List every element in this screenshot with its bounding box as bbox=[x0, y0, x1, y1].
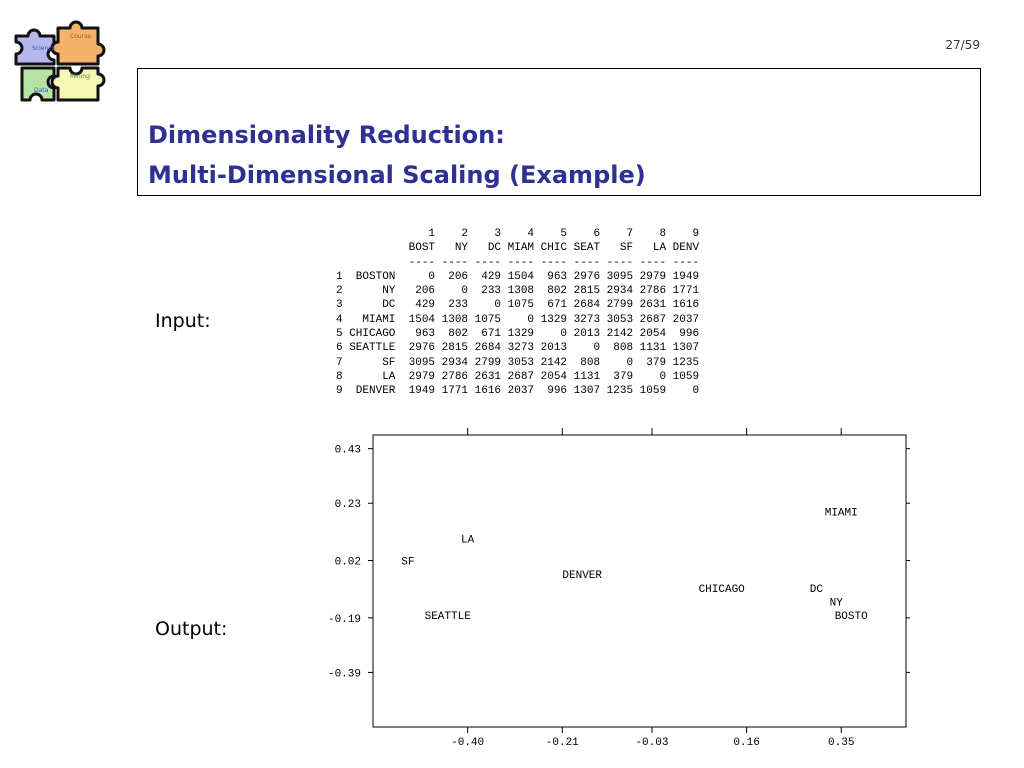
y-tick-label: -0.39 bbox=[328, 668, 361, 680]
y-tick-label: 0.23 bbox=[335, 499, 361, 511]
table-row: 9 DENVER 1949 1771 1616 2037 996 1307 12… bbox=[336, 385, 700, 398]
title-line-1: Dimensionality Reduction: bbox=[148, 121, 505, 149]
x-tick-label: -0.03 bbox=[635, 737, 668, 749]
x-tick-label: 0.16 bbox=[733, 737, 759, 749]
logo-label-science: Science bbox=[32, 45, 56, 52]
y-tick-label: 0.43 bbox=[335, 445, 361, 457]
point-label: SEATTLE bbox=[425, 611, 472, 623]
title-box: Dimensionality Reduction: Multi-Dimensio… bbox=[137, 68, 981, 196]
table-row: 2 NY 206 0 233 1308 802 2815 2934 2786 1… bbox=[336, 285, 700, 298]
puzzle-piece-course bbox=[50, 20, 106, 66]
table-row: 7 SF 3095 2934 2799 3053 2142 808 0 379 … bbox=[336, 356, 700, 369]
table-row: 3 DC 429 233 0 1075 671 2684 2799 2631 1… bbox=[336, 299, 700, 312]
point-label: MIAMI bbox=[825, 507, 858, 519]
y-tick-label: 0.02 bbox=[335, 557, 361, 569]
puzzle-piece-science bbox=[14, 28, 56, 66]
slide-title: Dimensionality Reduction: Multi-Dimensio… bbox=[148, 115, 646, 195]
table-separator: ---- ---- ---- ---- ---- ---- ---- ---- … bbox=[408, 256, 700, 269]
table-row: 1 BOSTON 0 206 429 1504 963 2976 3095 29… bbox=[336, 270, 700, 283]
point-label: BOSTO bbox=[835, 611, 868, 623]
page-number: 27/59 bbox=[945, 38, 980, 52]
x-tick-label: -0.21 bbox=[546, 737, 579, 749]
point-label: DENVER bbox=[562, 570, 602, 582]
title-line-2: Multi-Dimensional Scaling (Example) bbox=[148, 161, 646, 189]
table-row: 8 LA 2979 2786 2631 2687 2054 1131 379 0… bbox=[336, 370, 700, 383]
logo-label-course: Course bbox=[70, 33, 91, 40]
distance-table: 1 2 3 4 5 6 7 8 9 BOST NY DC MIAM CHIC S… bbox=[336, 227, 699, 399]
input-label: Input: bbox=[155, 310, 211, 332]
table-column-codes: BOST NY DC MIAM CHIC SEAT SF LA DENV bbox=[408, 242, 700, 255]
output-label: Output: bbox=[155, 618, 228, 640]
point-label: LA bbox=[461, 535, 475, 547]
table-column-numbers: 1 2 3 4 5 6 7 8 9 bbox=[428, 228, 700, 240]
point-label: DC bbox=[810, 584, 824, 596]
point-label: NY bbox=[830, 597, 844, 609]
x-tick-label: -0.40 bbox=[451, 737, 484, 749]
puzzle-piece-data bbox=[20, 66, 56, 102]
table-row: 4 MIAMI 1504 1308 1075 0 1329 3273 3053 … bbox=[336, 313, 700, 326]
logo-label-mining: Mining bbox=[70, 73, 90, 80]
x-tick-label: 0.35 bbox=[828, 737, 854, 749]
logo-label-data: Data bbox=[34, 87, 49, 94]
puzzle-piece-mining bbox=[50, 66, 106, 102]
point-label: CHICAGO bbox=[699, 584, 746, 596]
table-row: 6 SEATTLE 2976 2815 2684 3273 2013 0 808… bbox=[336, 342, 700, 355]
plot-frame bbox=[372, 434, 907, 728]
puzzle-logo: Science Course Mining Data bbox=[14, 20, 106, 102]
y-tick-label: -0.19 bbox=[328, 614, 361, 626]
point-label: SF bbox=[401, 557, 414, 569]
table-row: 5 CHICAGO 963 802 671 1329 0 2013 2142 2… bbox=[336, 328, 700, 341]
